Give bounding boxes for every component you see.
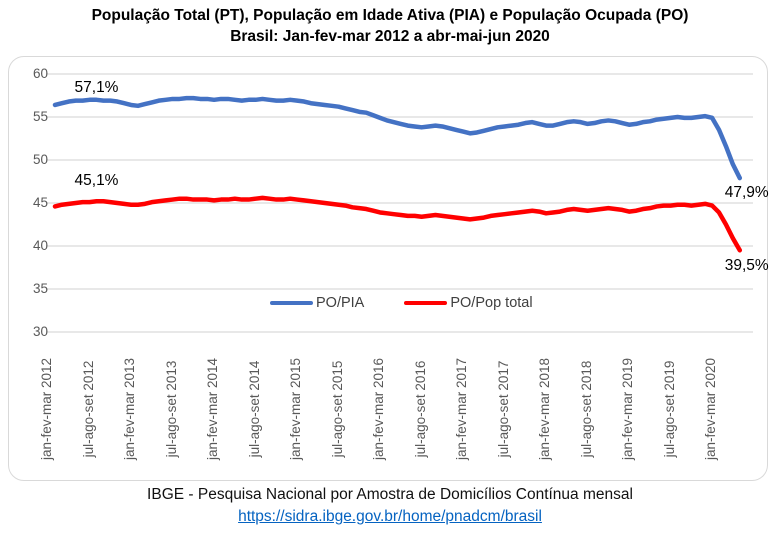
chart-frame [8, 56, 768, 481]
y-axis-label: 45 [32, 195, 48, 210]
data-point-annotation: 45,1% [74, 172, 119, 190]
x-axis-label: jan-fev-mar 2016 [371, 357, 387, 461]
y-axis-label: 50 [32, 152, 48, 167]
chart-title-line1: População Total (PT), População em Idade… [91, 7, 689, 24]
legend-label-po-pop-total: PO/Pop total [450, 295, 533, 311]
x-axis-label: jan-fev-mar 2020 [703, 357, 719, 461]
chart-title-line2: Brasil: Jan-fev-mar 2012 a abr-mai-jun 2… [230, 28, 550, 45]
x-axis-label: jan-fev-mar 2015 [288, 357, 303, 461]
x-axis-label: jan-fev-mar 2019 [620, 357, 636, 461]
y-axis-label: 40 [32, 238, 48, 253]
x-axis-label: jul-ago-set 2012 [80, 360, 96, 458]
data-point-annotation: 47,9% [724, 183, 769, 201]
x-axis-label: jan-fev-mar 2013 [122, 357, 137, 461]
source-caption: IBGE - Pesquisa Nacional por Amostra de … [147, 486, 633, 503]
y-axis-label: 60 [32, 66, 48, 81]
x-axis-label: jan-fev-mar 2017 [454, 357, 470, 461]
x-axis-label: jul-ago-set 2014 [246, 360, 262, 458]
legend-label-po-pia: PO/PIA [316, 295, 365, 311]
y-axis-label: 35 [32, 281, 48, 296]
legend-swatch-po-pia [270, 300, 313, 306]
x-axis-label: jul-ago-set 2016 [412, 360, 428, 458]
legend-swatch-po-pop-total [404, 300, 448, 306]
x-axis-label: jan-fev-mar 2018 [537, 357, 553, 461]
chart-title: População Total (PT), População em Idade… [0, 5, 780, 47]
legend-item-po-pop-total: PO/Pop total [404, 295, 533, 311]
x-axis-label: jul-ago-set 2018 [578, 360, 594, 458]
legend: PO/PIA PO/Pop total [270, 295, 533, 311]
y-axis-label: 30 [32, 324, 48, 339]
data-point-annotation: 57,1% [74, 79, 119, 97]
x-axis-label: jul-ago-set 2015 [329, 360, 345, 458]
legend-item-po-pia: PO/PIA [270, 295, 364, 311]
series-line-po-pop-total [52, 195, 743, 253]
y-axis-label: 55 [32, 109, 48, 124]
data-point-annotation: 39,5% [724, 256, 769, 274]
source-link-line: https://sidra.ibge.gov.br/home/pnadcm/br… [0, 508, 780, 526]
x-axis-label: jan-fev-mar 2012 [39, 357, 54, 461]
x-axis-label: jan-fev-mar 2014 [205, 357, 220, 461]
x-axis-label: jul-ago-set 2013 [163, 360, 179, 458]
source-link[interactable]: https://sidra.ibge.gov.br/home/pnadcm/br… [238, 508, 542, 525]
x-axis-label: jul-ago-set 2019 [661, 360, 677, 458]
series-line-po-pia [52, 95, 743, 181]
x-axis-label: jul-ago-set 2017 [495, 360, 511, 458]
